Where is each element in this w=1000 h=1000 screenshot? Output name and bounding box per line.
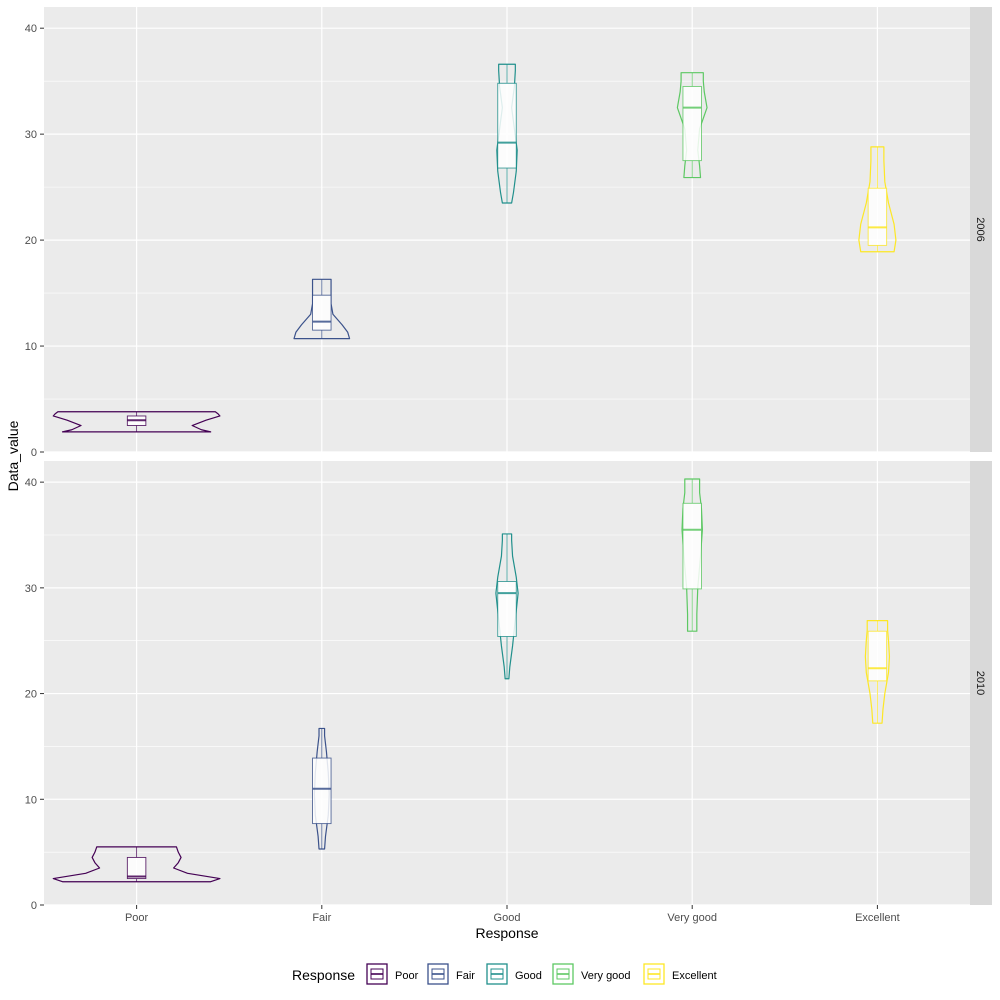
legend-label: Fair <box>456 970 475 982</box>
violin-poor <box>52 411 221 433</box>
box-very-good <box>682 86 702 162</box>
legend-item-fair: Fair <box>427 963 475 985</box>
legend-label: Very good <box>581 970 631 982</box>
legend-item-very-good: Very good <box>552 963 631 985</box>
y-tick-label: 0 <box>31 447 37 459</box>
y-tick-label: 30 <box>25 583 37 595</box>
box-good <box>497 581 517 637</box>
legend-item-poor: Poor <box>366 963 419 985</box>
y-tick-label: 10 <box>25 341 37 353</box>
legend-label: Poor <box>395 970 419 982</box>
x-tick-label: Very good <box>667 912 717 924</box>
panels-layer: 0 10 20 30 40 2006 0 10 20 30 40 2010 Poor Fair Good Ve… <box>25 7 992 924</box>
legend-title: Response <box>292 967 355 983</box>
legend-label: Excellent <box>672 970 717 982</box>
panel-2006: 0 10 20 30 40 2006 <box>25 7 992 459</box>
x-tick-label: Excellent <box>855 912 900 924</box>
violin-excellent <box>858 146 897 253</box>
x-tick-label: Fair <box>312 912 331 924</box>
box-poor <box>126 856 147 880</box>
box-good <box>497 82 517 169</box>
y-tick-label: 20 <box>25 689 37 701</box>
x-tick-label: Poor <box>125 912 149 924</box>
box-excellent <box>867 630 888 682</box>
facet-strip-label: 2010 <box>974 671 986 695</box>
y-tick-label: 20 <box>25 235 37 247</box>
legend-label: Good <box>515 970 542 982</box>
box-excellent <box>867 187 888 246</box>
y-tick-label: 40 <box>25 23 37 35</box>
y-tick-label: 40 <box>25 477 37 489</box>
y-axis-title: Data_value <box>5 420 21 491</box>
panel-2010: 0 10 20 30 40 2010 Poor Fair Good Very good Excell… <box>25 461 992 924</box>
box-very-good <box>682 502 702 590</box>
facet-strip <box>970 461 992 905</box>
legend-item-good: Good <box>486 963 542 985</box>
box-fair <box>312 757 332 825</box>
y-tick-label: 0 <box>31 900 37 912</box>
x-axis-title: Response <box>475 925 538 941</box>
x-tick-label: Good <box>494 912 521 924</box>
violin-poor <box>52 846 221 883</box>
box-fair <box>312 294 332 331</box>
legend: Response Poor Fair Good Very good Excellent <box>292 963 717 985</box>
legend-item-excellent: Excellent <box>643 963 717 985</box>
y-tick-label: 30 <box>25 129 37 141</box>
y-tick-label: 10 <box>25 794 37 806</box>
facet-strip-label: 2006 <box>974 217 986 241</box>
facet-strip <box>970 7 992 452</box>
